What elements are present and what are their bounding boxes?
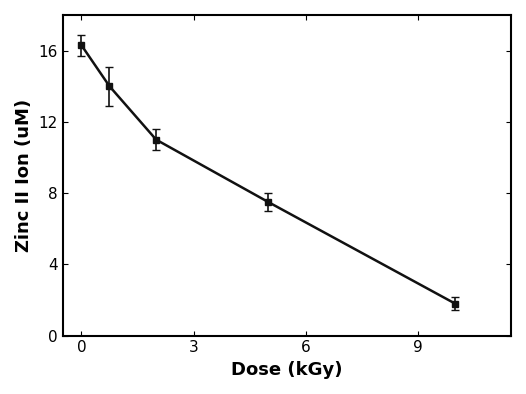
Y-axis label: Zinc II Ion (uM): Zinc II Ion (uM)	[15, 99, 33, 252]
X-axis label: Dose (kGy): Dose (kGy)	[231, 361, 342, 379]
